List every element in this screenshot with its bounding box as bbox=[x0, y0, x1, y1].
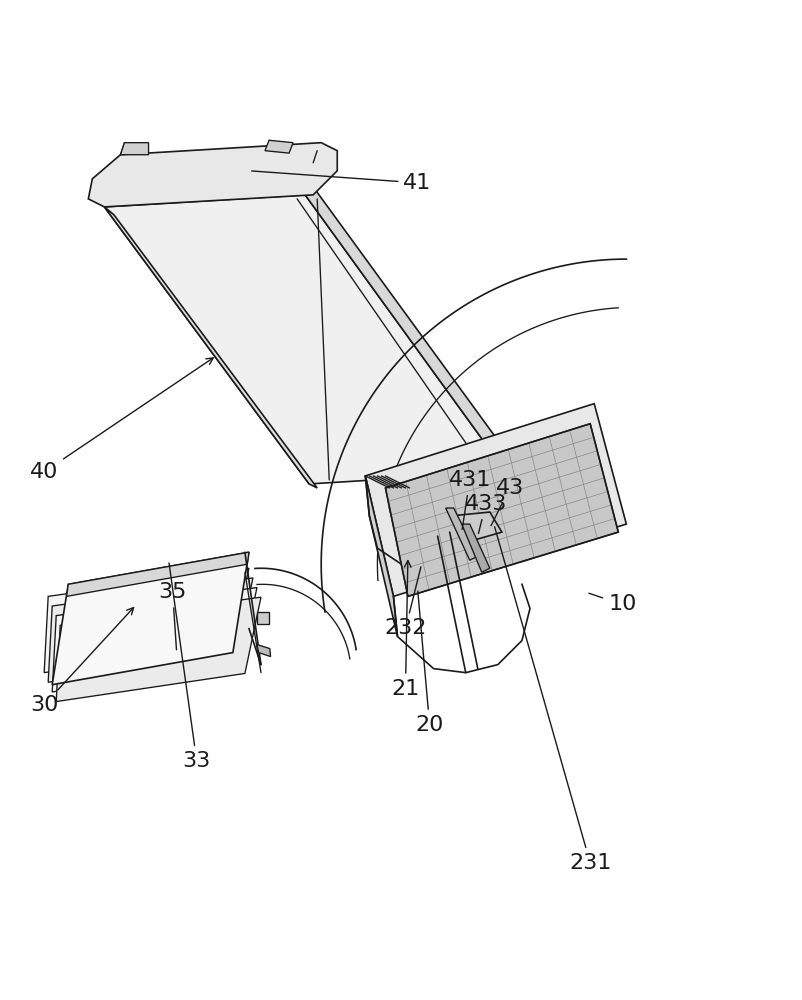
Text: 21: 21 bbox=[391, 561, 419, 699]
Text: 20: 20 bbox=[415, 591, 444, 735]
Polygon shape bbox=[365, 476, 397, 637]
Polygon shape bbox=[48, 578, 253, 682]
Text: 43: 43 bbox=[491, 478, 524, 526]
Polygon shape bbox=[44, 568, 249, 673]
Text: 431: 431 bbox=[448, 470, 490, 529]
Polygon shape bbox=[67, 552, 249, 596]
Polygon shape bbox=[445, 508, 477, 560]
Polygon shape bbox=[120, 143, 148, 155]
Polygon shape bbox=[257, 612, 269, 624]
Polygon shape bbox=[461, 524, 489, 572]
Polygon shape bbox=[365, 404, 626, 596]
Polygon shape bbox=[104, 207, 317, 488]
Polygon shape bbox=[449, 512, 501, 540]
Polygon shape bbox=[257, 645, 270, 657]
Polygon shape bbox=[88, 143, 337, 207]
Text: 33: 33 bbox=[168, 563, 211, 771]
Polygon shape bbox=[52, 552, 249, 685]
Polygon shape bbox=[104, 195, 505, 484]
Text: 30: 30 bbox=[30, 608, 133, 715]
Polygon shape bbox=[265, 140, 293, 153]
Text: 433: 433 bbox=[464, 494, 506, 533]
Polygon shape bbox=[52, 588, 257, 692]
Polygon shape bbox=[305, 187, 517, 472]
Polygon shape bbox=[385, 424, 618, 596]
Polygon shape bbox=[56, 597, 261, 702]
Text: 231: 231 bbox=[494, 527, 610, 873]
Text: 41: 41 bbox=[251, 171, 431, 193]
Text: 35: 35 bbox=[158, 582, 187, 650]
Text: 232: 232 bbox=[384, 567, 426, 638]
Text: 40: 40 bbox=[30, 358, 213, 482]
Text: 10: 10 bbox=[588, 593, 636, 614]
